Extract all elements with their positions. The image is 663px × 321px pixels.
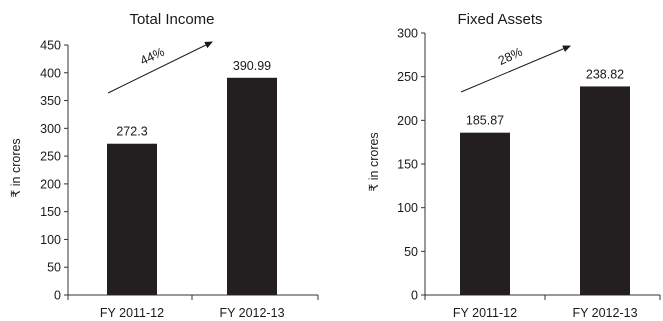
y-tick-label: 250 <box>397 70 418 84</box>
y-tick-label: 300 <box>397 27 418 41</box>
data-label: 238.82 <box>586 67 624 81</box>
data-label: 272.3 <box>116 125 147 139</box>
growth-arrow <box>460 45 571 93</box>
growth-arrow <box>107 41 213 94</box>
y-tick-label: 0 <box>54 289 61 303</box>
y-tick-label: 250 <box>40 150 61 164</box>
total-income-chart: Total Income ₹ in crores 44% 0 50 100 150 20… <box>9 11 319 320</box>
y-tick-label: 150 <box>397 158 418 172</box>
y-tick-label: 300 <box>40 122 61 136</box>
y-axis-label: ₹ in crores <box>9 138 23 197</box>
chart-title: Total Income <box>129 11 214 28</box>
y-tick-label: 100 <box>397 201 418 215</box>
fixed-assets-chart: Fixed Assets ₹ in crores 28% 0 50 100 150 20… <box>367 11 661 320</box>
growth-label: 28% <box>496 45 525 68</box>
y-tick-label: 100 <box>40 233 61 247</box>
bar-fy-2012-13 <box>580 86 630 295</box>
y-tick-label: 150 <box>40 205 61 219</box>
y-tick-label: 350 <box>40 94 61 108</box>
data-label: 185.87 <box>466 114 504 128</box>
bar-fy-2011-12 <box>460 132 510 295</box>
y-tick-label: 50 <box>47 261 61 275</box>
x-tick-label: FY 2011-12 <box>453 306 517 320</box>
x-tick-label: FY 2012-13 <box>572 306 637 320</box>
y-axis-label: ₹ in crores <box>367 132 381 191</box>
chart-title: Fixed Assets <box>457 11 542 28</box>
bar-fy-2012-13 <box>227 77 277 296</box>
growth-label: 44% <box>138 45 167 68</box>
y-tick-label: 0 <box>411 289 418 303</box>
y-tick-label: 200 <box>40 177 61 191</box>
x-tick-label: FY 2011-12 <box>100 306 164 320</box>
bar-fy-2011-12 <box>107 143 157 295</box>
y-tick-label: 450 <box>40 39 61 53</box>
x-tick-label: FY 2012-13 <box>219 306 284 320</box>
y-tick-label: 400 <box>40 66 61 80</box>
y-tick-label: 200 <box>397 114 418 128</box>
data-label: 390.99 <box>233 59 271 73</box>
y-tick-label: 50 <box>404 245 418 259</box>
